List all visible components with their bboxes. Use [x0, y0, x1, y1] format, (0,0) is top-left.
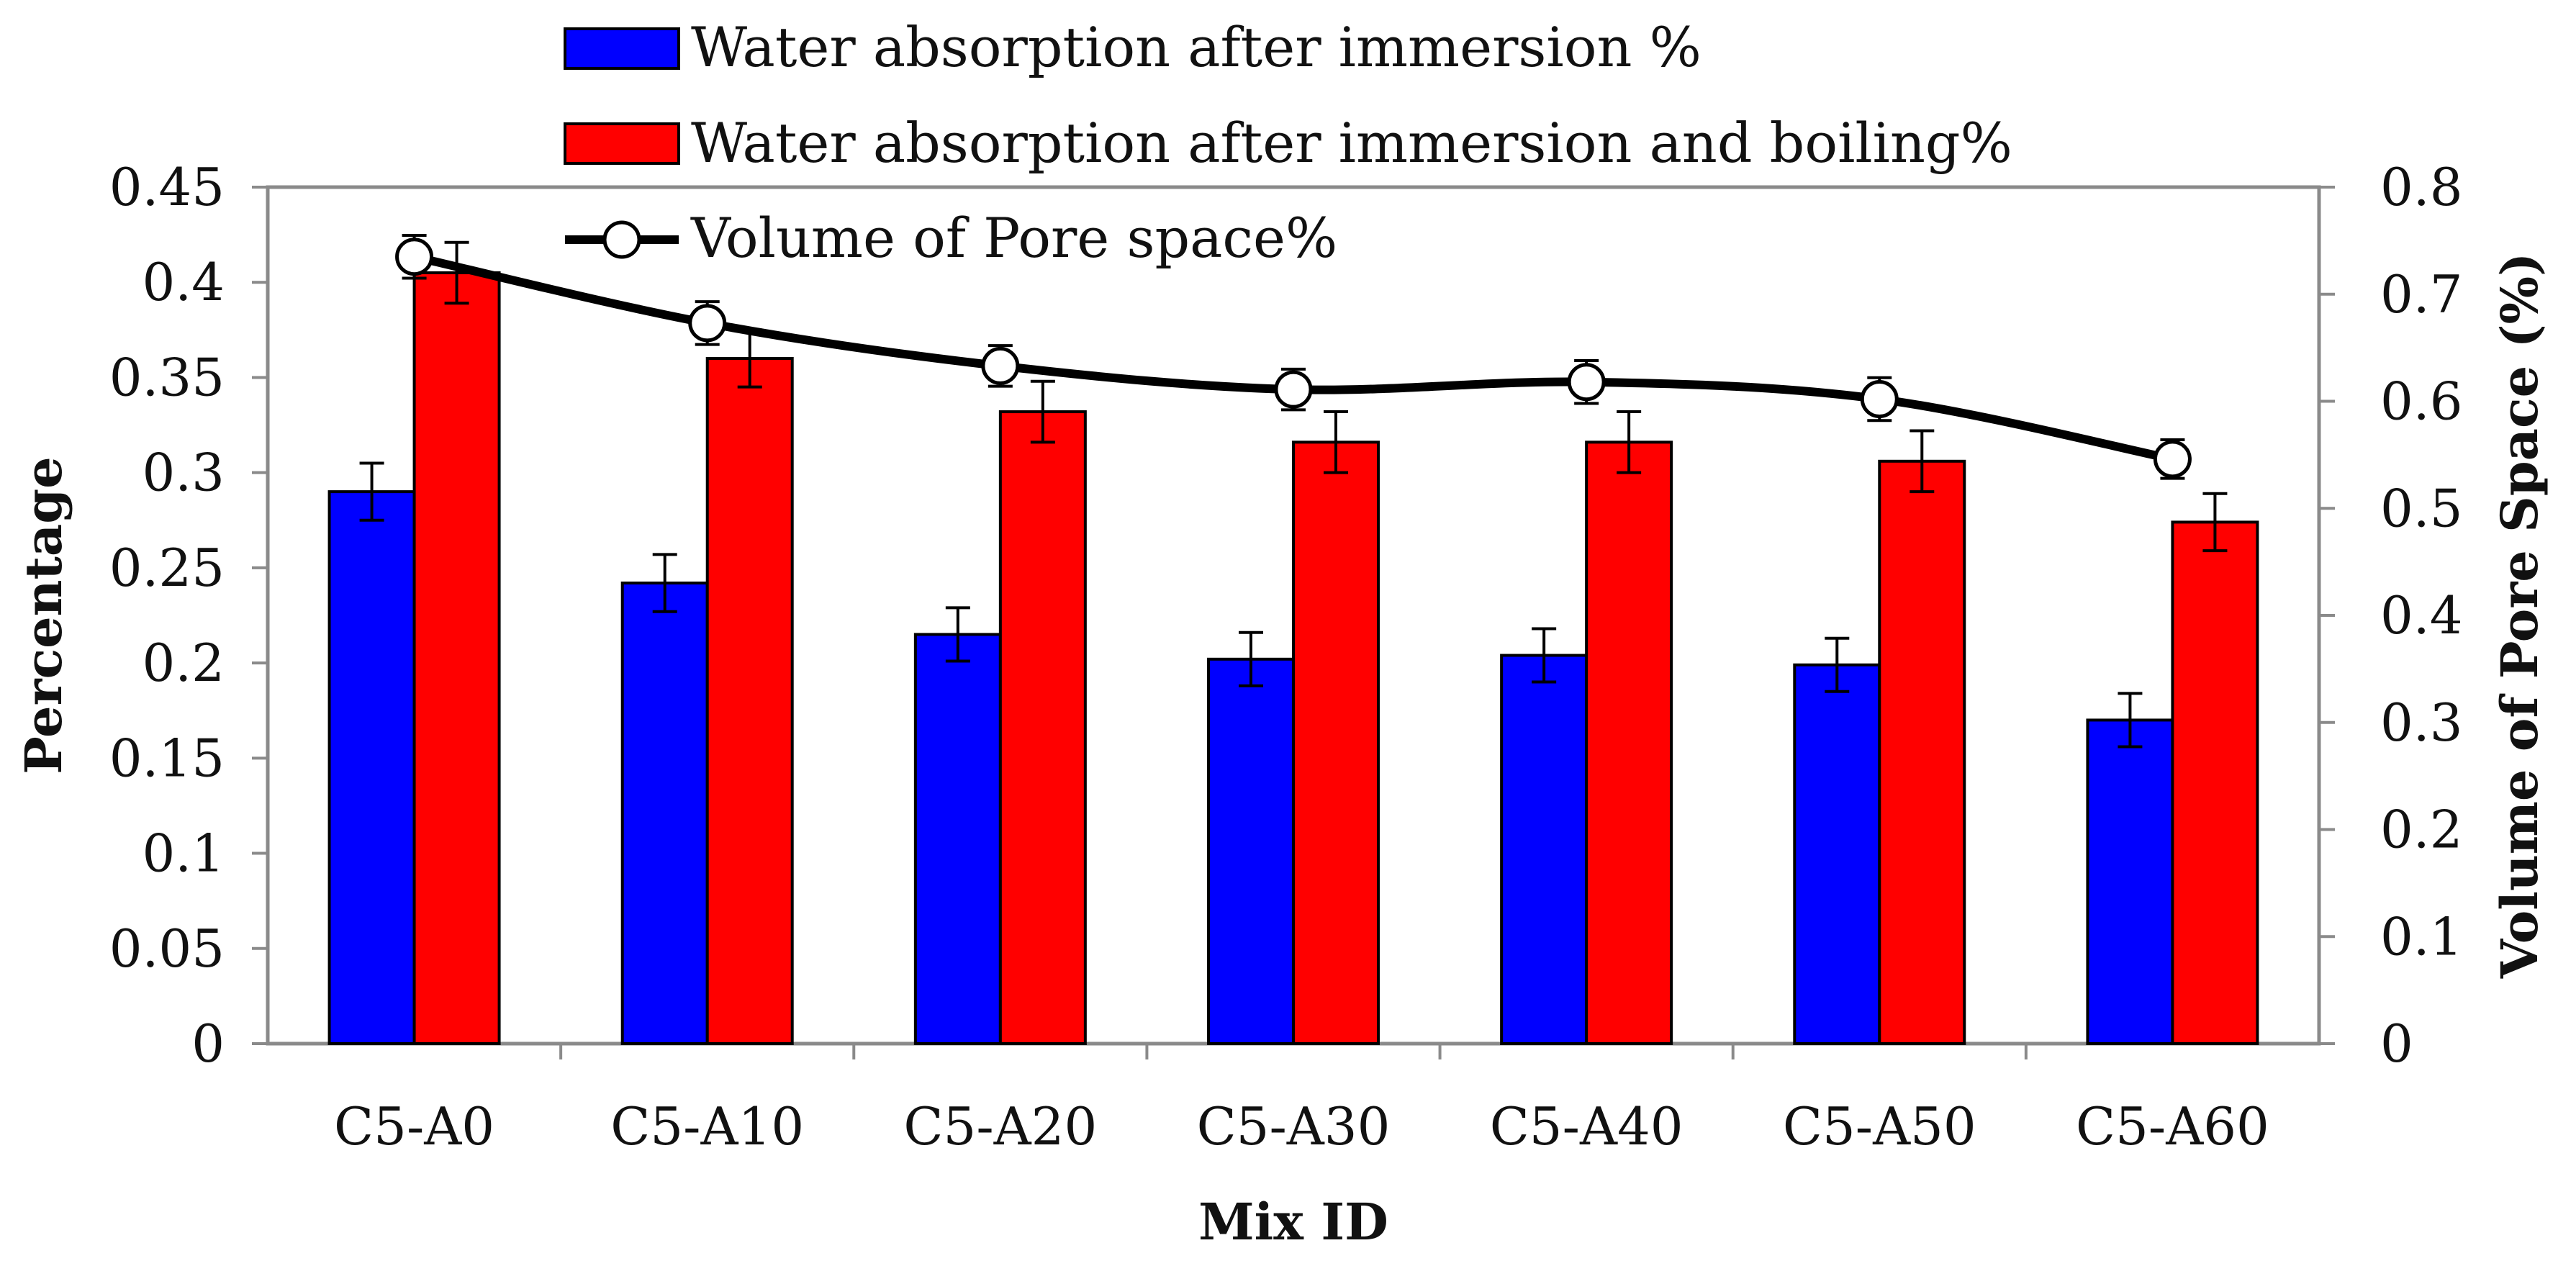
- y-tick-label: 0.4: [142, 252, 225, 312]
- legend-swatch-immersion: [564, 27, 680, 70]
- x-tick-label-C5-A50: C5-A50: [1783, 1096, 1976, 1157]
- legend-label-pore-space: Volume of Pore space%: [690, 206, 1337, 270]
- line-layer: [395, 238, 2192, 479]
- y-tick-label: 0: [191, 1013, 225, 1074]
- y2-tick-label: 0.5: [2380, 478, 2463, 538]
- x-axis-title: Mix ID: [1198, 1192, 1388, 1252]
- pore-space-marker-C5-A30: [1274, 370, 1313, 409]
- x-tick-label-C5-A40: C5-A40: [1490, 1096, 1684, 1157]
- pore-space-marker-C5-A20: [981, 346, 1020, 385]
- legend: Water absorption after immersion % Water…: [564, 15, 2012, 270]
- y2-tick-label: 0.3: [2380, 692, 2463, 753]
- bar-s1-C5-A0: [327, 490, 416, 1045]
- pore-space-marker-C5-A60: [2153, 440, 2192, 479]
- y2-axis-title: Volume of Pore Space (%): [2490, 253, 2549, 980]
- bar-s2-C5-A10: [705, 357, 794, 1045]
- bar-s1-C5-A20: [913, 633, 1002, 1045]
- bars-layer: [327, 271, 2259, 1045]
- y-tick-label: 0.2: [142, 633, 225, 693]
- bar-s1-C5-A30: [1207, 657, 1295, 1045]
- bar-s2-C5-A20: [998, 410, 1087, 1045]
- y2-tick-label: 0.2: [2380, 800, 2463, 860]
- pore-space-marker-C5-A10: [688, 304, 727, 343]
- bar-s2-C5-A50: [1878, 459, 1966, 1045]
- x-tick-label-C5-A20: C5-A20: [903, 1096, 1097, 1157]
- y2-tick-label: 0.8: [2380, 157, 2463, 217]
- pore-space-marker-C5-A50: [1860, 380, 1899, 419]
- x-tick-label-C5-A10: C5-A10: [610, 1096, 804, 1157]
- legend-swatch-boiling: [564, 122, 680, 165]
- y-tick-label: 0.45: [109, 157, 225, 217]
- y2-tick-label: 0: [2380, 1013, 2413, 1074]
- legend-label-boiling: Water absorption after immersion and boi…: [691, 111, 2012, 175]
- legend-marker-pore-space: [602, 220, 641, 259]
- bar-s2-C5-A60: [2171, 520, 2259, 1045]
- pore-space-marker-C5-A40: [1567, 363, 1606, 402]
- bar-s1-C5-A50: [1793, 663, 1881, 1045]
- x-tick-label-C5-A30: C5-A30: [1197, 1096, 1391, 1157]
- y-tick-label: 0.3: [142, 443, 225, 503]
- y-tick-label: 0.35: [109, 347, 225, 407]
- y-tick-label: 0.25: [109, 538, 225, 598]
- legend-label-immersion: Water absorption after immersion %: [691, 15, 1701, 79]
- y-tick-label: 0.05: [109, 918, 225, 979]
- y2-tick-label: 0.1: [2380, 906, 2463, 967]
- y2-tick-label: 0.7: [2380, 264, 2463, 325]
- pore-space-marker-C5-A0: [395, 238, 434, 276]
- bar-s1-C5-A10: [620, 582, 709, 1045]
- bar-s1-C5-A60: [2086, 718, 2174, 1045]
- y2-tick-label: 0.4: [2380, 585, 2463, 646]
- bar-s2-C5-A0: [412, 271, 501, 1045]
- y2-tick-label: 0.6: [2380, 371, 2463, 432]
- x-tick-label-C5-A60: C5-A60: [2076, 1096, 2269, 1157]
- bar-s2-C5-A30: [1292, 440, 1380, 1045]
- bar-s1-C5-A40: [1500, 654, 1588, 1045]
- y-tick-label: 0.1: [142, 823, 225, 884]
- y-tick-label: 0.15: [109, 728, 225, 788]
- axes-layer: 0 0.05 0.1 0.15 0.2 0.25 0.3 0.35 0.4 0.45 0 0.1 0.2…: [109, 157, 2463, 1157]
- y-axis-title: Percentage: [14, 456, 73, 774]
- bar-s2-C5-A40: [1585, 440, 1673, 1045]
- x-tick-label-C5-A0: C5-A0: [334, 1096, 494, 1157]
